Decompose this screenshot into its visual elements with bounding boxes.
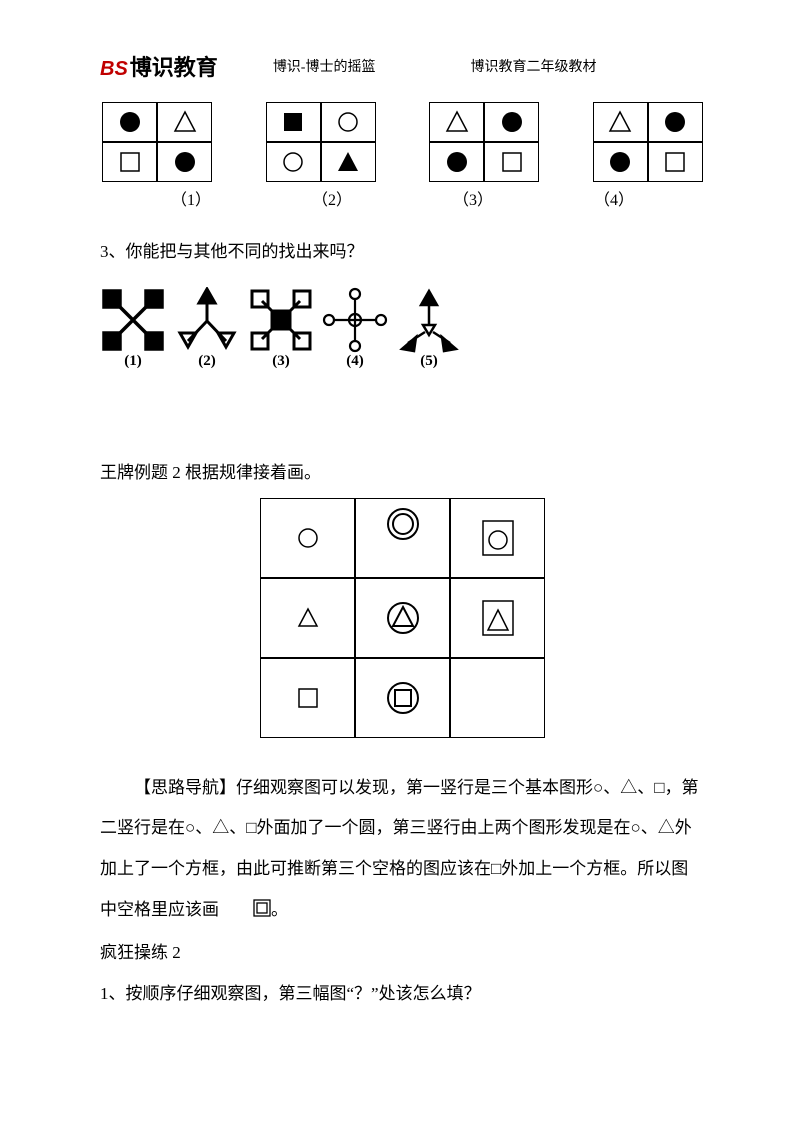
y-triangles-icon: [174, 287, 240, 353]
triangle-icon: [296, 606, 320, 630]
square-circle-icon: [480, 518, 516, 558]
cell: [450, 578, 545, 658]
practice2-title: 疯狂操练 2: [100, 933, 705, 974]
y-filled-triangles-icon: [396, 287, 462, 353]
circle-square-icon: [386, 681, 420, 715]
cell: [102, 102, 157, 142]
filled-circle-icon: [500, 110, 524, 134]
filled-circle-icon: [118, 110, 142, 134]
q3-label: (2): [174, 353, 240, 370]
cell-empty: [450, 658, 545, 738]
q3-fig-3: (3): [248, 287, 314, 370]
circle-icon: [296, 526, 320, 550]
grid-label: （1）: [136, 186, 246, 210]
cell: [260, 658, 355, 738]
q3-label: (4): [322, 353, 388, 370]
q3-figures: (1) (2): [100, 273, 705, 375]
q3-label: (1): [100, 353, 166, 370]
grid-2: [266, 102, 376, 182]
cell: [355, 658, 450, 738]
triangle-icon: [445, 110, 469, 134]
q3-label: (5): [396, 353, 462, 370]
q3-fig-1: (1): [100, 287, 166, 370]
circle-icon: [281, 150, 305, 174]
filled-circle-icon: [445, 150, 469, 174]
grid-4: [593, 102, 703, 182]
cell: [648, 102, 703, 142]
square-icon: [297, 687, 319, 709]
example2-title: 王牌例题 2 根据规律接着画。: [100, 453, 705, 494]
grid-label: （4）: [559, 186, 669, 210]
filled-triangle-icon: [336, 150, 360, 174]
grid-label: （2）: [277, 186, 387, 210]
cell: [593, 142, 648, 182]
cell: [648, 142, 703, 182]
page-header: BS 博识教育 博识-博士的摇篮 博识教育二年级教材: [100, 50, 705, 82]
double-square-icon: [219, 892, 271, 933]
cell: [355, 578, 450, 658]
circle-icon: [336, 110, 360, 134]
x-open-squares-icon: [248, 287, 314, 353]
cell: [266, 102, 321, 142]
x-squares-icon: [100, 287, 166, 353]
example2-explanation: 【思路导航】仔细观察图可以发现，第一竖行是三个基本图形○、△、□，第二竖行是在○…: [100, 768, 705, 933]
cell: [266, 142, 321, 182]
cell: [321, 102, 376, 142]
grid-label: （3）: [418, 186, 528, 210]
logo-text: 博识教育: [130, 50, 218, 82]
cell: [484, 102, 539, 142]
logo: BS 博识教育: [100, 50, 218, 82]
cell: [429, 142, 484, 182]
square-icon: [118, 150, 142, 174]
cell: [260, 498, 355, 578]
q3-prompt: 3、你能把与其他不同的找出来吗？: [100, 232, 705, 273]
filled-circle-icon: [608, 150, 632, 174]
grid-1: [102, 102, 212, 182]
four-grids-row: [100, 102, 705, 182]
square-triangle-icon: [480, 598, 516, 638]
cell: [321, 142, 376, 182]
filled-square-icon: [281, 110, 305, 134]
cell: [102, 142, 157, 182]
filled-circle-icon: [663, 110, 687, 134]
square-icon: [500, 150, 524, 174]
practice2-q1: 1、按顺序仔细观察图，第三幅图“？”处该怎么填？: [100, 974, 705, 1015]
grid-3: [429, 102, 539, 182]
cell: [355, 498, 450, 578]
cell: [484, 142, 539, 182]
cell: [260, 578, 355, 658]
cell: [450, 498, 545, 578]
triangle-icon: [173, 110, 197, 134]
q3-label: (3): [248, 353, 314, 370]
cell: [157, 142, 212, 182]
square-icon: [663, 150, 687, 174]
cell: [429, 102, 484, 142]
q3-fig-2: (2): [174, 287, 240, 370]
triangle-icon: [608, 110, 632, 134]
header-center: 博识-博士的摇篮: [273, 56, 376, 76]
explain-tail: 。: [271, 900, 288, 919]
four-grids-labels: （1） （2） （3） （4）: [100, 186, 705, 210]
cell: [593, 102, 648, 142]
header-right: 博识教育二年级教材: [470, 56, 596, 76]
explain-text: 【思路导航】仔细观察图可以发现，第一竖行是三个基本图形○、△、□，第二竖行是在○…: [100, 778, 699, 919]
logo-prefix: BS: [100, 58, 128, 81]
circle-triangle-icon: [386, 601, 420, 635]
filled-circle-icon: [173, 150, 197, 174]
example2-grid: [260, 498, 545, 738]
double-circle-icon: [386, 507, 420, 541]
plus-circles-icon: [322, 287, 388, 353]
q3-fig-4: (4): [322, 287, 388, 370]
q3-fig-5: (5): [396, 287, 462, 370]
cell: [157, 102, 212, 142]
